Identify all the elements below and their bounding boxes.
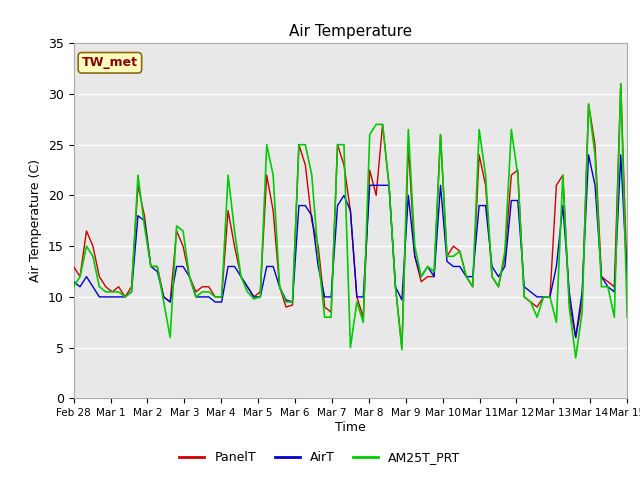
- AirT: [585, 152, 593, 158]
- AirT: [192, 294, 200, 300]
- AM25T_PRT: [230, 228, 238, 234]
- AM25T_PRT: [70, 284, 77, 289]
- X-axis label: Time: Time: [335, 421, 366, 434]
- PanelT: [527, 299, 534, 305]
- Line: AirT: AirT: [74, 155, 627, 337]
- Y-axis label: Air Temperature (C): Air Temperature (C): [29, 159, 42, 282]
- Title: Air Temperature: Air Temperature: [289, 24, 412, 39]
- Text: TW_met: TW_met: [82, 56, 138, 69]
- Legend: PanelT, AirT, AM25T_PRT: PanelT, AirT, AM25T_PRT: [174, 446, 466, 469]
- AM25T_PRT: [301, 142, 309, 147]
- AirT: [347, 208, 355, 214]
- Line: PanelT: PanelT: [74, 84, 627, 348]
- PanelT: [623, 279, 631, 285]
- PanelT: [192, 289, 200, 295]
- AirT: [70, 279, 77, 285]
- AirT: [160, 294, 168, 300]
- AirT: [623, 279, 631, 285]
- AirT: [230, 264, 238, 269]
- Line: AM25T_PRT: AM25T_PRT: [74, 84, 627, 358]
- AM25T_PRT: [623, 314, 631, 320]
- PanelT: [398, 345, 406, 350]
- AM25T_PRT: [347, 345, 355, 350]
- PanelT: [301, 162, 309, 168]
- PanelT: [617, 81, 625, 87]
- AM25T_PRT: [520, 294, 528, 300]
- AM25T_PRT: [160, 299, 168, 305]
- AirT: [520, 284, 528, 289]
- PanelT: [70, 264, 77, 269]
- AM25T_PRT: [192, 294, 200, 300]
- AM25T_PRT: [572, 355, 580, 360]
- AirT: [301, 203, 309, 208]
- PanelT: [347, 208, 355, 214]
- PanelT: [230, 243, 238, 249]
- PanelT: [160, 294, 168, 300]
- AM25T_PRT: [617, 81, 625, 87]
- AirT: [572, 335, 580, 340]
